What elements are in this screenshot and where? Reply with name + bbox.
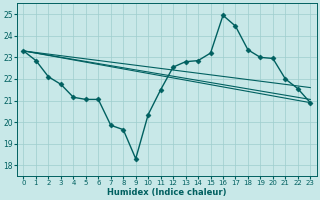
X-axis label: Humidex (Indice chaleur): Humidex (Indice chaleur) bbox=[107, 188, 227, 197]
